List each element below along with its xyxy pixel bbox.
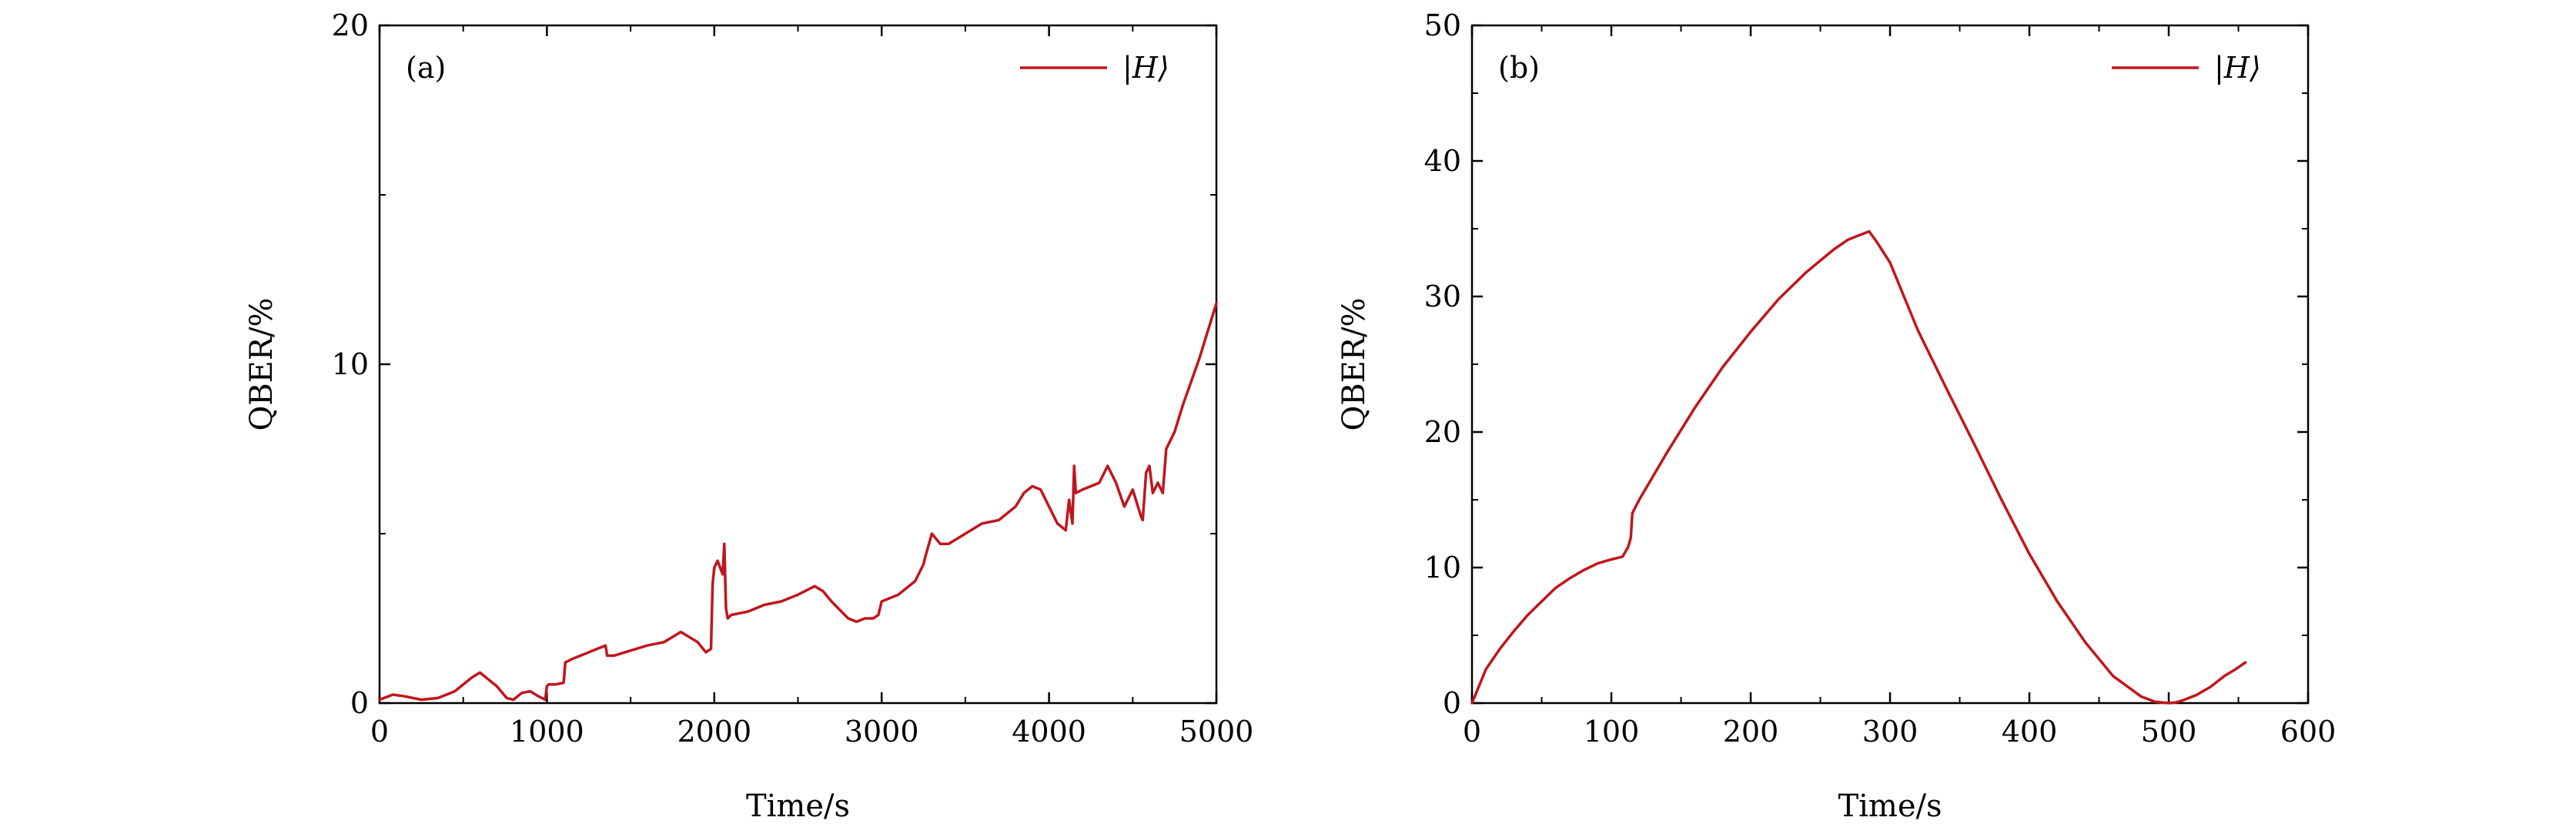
y-tick-label: 30 <box>1424 280 1461 313</box>
y-tick-label: 40 <box>1424 144 1461 178</box>
plot-frame <box>1470 24 2310 705</box>
x-tick-label: 200 <box>1723 715 1779 749</box>
panel-label: (a) <box>406 51 446 85</box>
chart-panel-2: 0 100 200 300 400 500 600 0 10 20 30 40 50 Time/s QBER… <box>1337 8 2336 824</box>
x-tick-label: 300 <box>1862 715 1919 749</box>
panel-label: (b) <box>1498 51 1540 85</box>
y-tick-label: 20 <box>1424 415 1461 449</box>
chart-panel-1: 0 1000 2000 3000 4000 5000 0 10 20 Time/s QBER/% (a… <box>244 8 1253 824</box>
y-tick-label: 50 <box>1424 8 1461 42</box>
legend-label: |H⟩ <box>1122 51 1169 85</box>
x-tick-label: 5000 <box>1179 715 1254 749</box>
x-tick-label: 100 <box>1584 715 1640 749</box>
x-tick-label: 4000 <box>1012 715 1086 749</box>
x-tick-label: 400 <box>2002 715 2058 749</box>
x-tick-label: 500 <box>2141 715 2197 749</box>
y-axis-title: QBER/% <box>244 298 279 431</box>
y-tick-label: 10 <box>332 347 369 381</box>
x-axis-title: Time/s <box>746 789 850 824</box>
plot-frame <box>378 24 1218 705</box>
y-tick-label: 0 <box>350 686 369 720</box>
y-tick-label: 0 <box>1443 686 1461 720</box>
y-axis-title: QBER/% <box>1337 298 1372 431</box>
x-axis-title: Time/s <box>1838 789 1942 824</box>
x-tick-label: 0 <box>370 715 389 749</box>
series-line <box>1470 229 2247 705</box>
x-tick-label: 3000 <box>845 715 919 749</box>
x-tick-label: 0 <box>1463 715 1481 749</box>
y-tick-label: 10 <box>1424 551 1461 584</box>
series-line <box>378 302 1218 702</box>
x-tick-label: 600 <box>2280 715 2337 749</box>
legend-label: |H⟩ <box>2214 51 2261 85</box>
y-tick-label: 20 <box>332 8 369 42</box>
x-tick-label: 2000 <box>677 715 751 749</box>
x-tick-label: 1000 <box>510 715 584 749</box>
